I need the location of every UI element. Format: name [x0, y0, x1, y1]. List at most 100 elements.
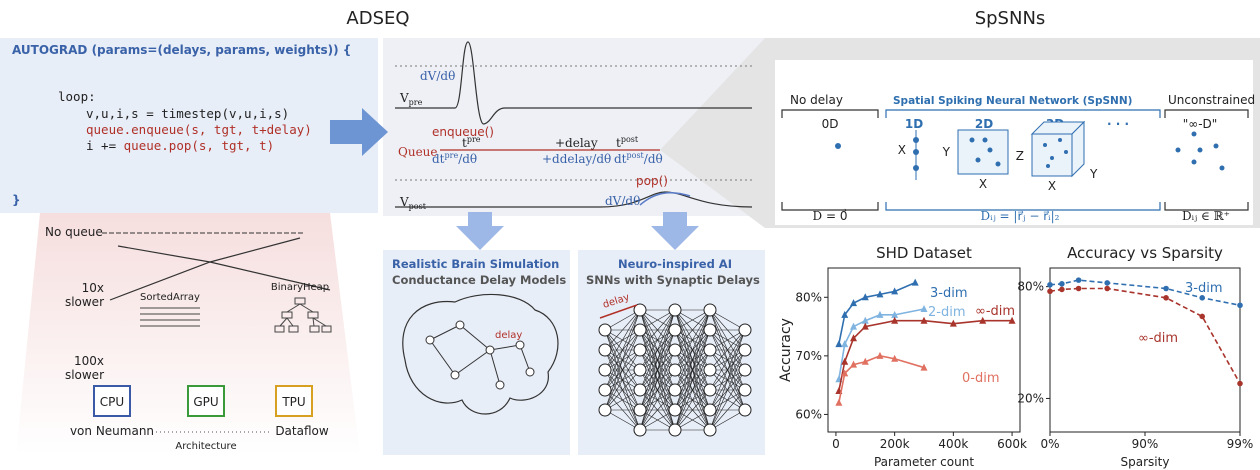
- data-point: [850, 334, 858, 342]
- dots-inf: [1175, 131, 1225, 171]
- axis-label: Y: [942, 145, 951, 159]
- synapse: [709, 409, 746, 431]
- x-tick-label: 0: [832, 437, 840, 451]
- box-2d: [957, 129, 1009, 175]
- data-point: [891, 354, 899, 362]
- label: No delay: [790, 93, 843, 107]
- label-base: V: [399, 195, 409, 209]
- synapse: [709, 369, 746, 431]
- box-3d: [1030, 120, 1086, 178]
- formula: Dᵢⱼ ∈ ℝ⁺: [1182, 209, 1230, 223]
- series-line: [838, 355, 925, 403]
- label: BinaryHeap: [271, 282, 329, 293]
- neuron: [633, 323, 647, 337]
- data-point: [1199, 313, 1205, 320]
- cpu-chip: [93, 385, 131, 417]
- neuron: [598, 403, 612, 417]
- data-point: [861, 316, 869, 324]
- synapse: [709, 349, 746, 431]
- plot-frame: [827, 267, 1021, 433]
- data-point: [850, 322, 858, 330]
- heap-icon: [274, 297, 332, 333]
- chart-title: Accuracy vs Sparsity: [1067, 244, 1223, 262]
- synapse: [674, 329, 711, 431]
- dim-label: 2D: [975, 117, 993, 131]
- neuron: [633, 303, 647, 317]
- data-point: [1059, 286, 1065, 293]
- data-point: [911, 278, 919, 286]
- synapse: [674, 309, 711, 351]
- data-point: [1104, 285, 1110, 292]
- data-point: [920, 363, 928, 371]
- y-tick-label: 60%: [795, 407, 822, 421]
- synapse: [604, 409, 641, 431]
- bracket: [1164, 109, 1249, 118]
- synapse: [639, 349, 676, 431]
- series-label: 3-dim: [1185, 281, 1223, 296]
- label: 100x: [74, 354, 104, 368]
- synapse: [604, 309, 641, 331]
- axis-label: Y: [1089, 167, 1098, 181]
- data-point: [891, 310, 899, 318]
- synapse: [639, 309, 676, 371]
- title: ADSEQ: [346, 8, 409, 29]
- brain-network: [425, 320, 535, 390]
- bracket: [1164, 202, 1249, 211]
- synapse: [604, 309, 641, 351]
- arrow: [456, 212, 504, 250]
- chip-label: TPU: [281, 395, 305, 409]
- data-point: [841, 340, 849, 348]
- series-label: 0-dim: [962, 371, 1000, 386]
- y-tick-label: 80%: [1017, 280, 1044, 294]
- dim-label: · · ·: [1107, 117, 1129, 131]
- label: dtpost/dθ: [614, 151, 663, 166]
- synapse: [709, 389, 746, 431]
- data-point: [1047, 288, 1053, 295]
- delay-label: delay: [495, 330, 522, 341]
- data-point: [861, 357, 869, 365]
- app-subtitle: Conductance Delay Models: [392, 273, 566, 287]
- data-point: [861, 322, 869, 330]
- data-point: [876, 290, 884, 298]
- bracket: [885, 202, 1161, 211]
- dots-2d: [969, 137, 1001, 167]
- code-line: queue.enqueue(s, tgt, t+delay): [86, 122, 312, 137]
- label: SortedArray: [140, 292, 200, 303]
- synapse: [604, 309, 641, 411]
- arrow: [651, 212, 699, 250]
- synapse: [604, 369, 641, 411]
- data-point: [841, 310, 849, 318]
- y-tick-label: 20%: [1017, 391, 1044, 405]
- synapse: [639, 309, 676, 351]
- neuron: [668, 363, 682, 377]
- data-point: [949, 319, 957, 327]
- x-axis-label: Sparsity: [1121, 455, 1170, 469]
- synapse: [709, 329, 746, 411]
- neural-net: [598, 303, 752, 437]
- neuron: [598, 343, 612, 357]
- axis-label: X: [1048, 179, 1056, 193]
- data-point: [920, 316, 928, 324]
- label-base: t: [616, 136, 621, 150]
- synapse: [639, 309, 676, 411]
- chip-label: CPU: [100, 395, 124, 409]
- data-point: [876, 351, 884, 359]
- neuron: [633, 363, 647, 377]
- arrow: [330, 108, 388, 156]
- app-subtitle: SNNs with Synaptic Delays: [586, 273, 760, 287]
- title: SpSNNs: [975, 8, 1046, 29]
- code-text: queue.pop(s, tgt, t): [124, 138, 275, 153]
- data-point: [835, 398, 843, 406]
- axis-label: Z: [1016, 149, 1024, 163]
- label-sup: pre: [467, 135, 481, 144]
- label: Vpre: [399, 91, 423, 107]
- hardware-panel: [16, 213, 360, 455]
- synapse: [639, 409, 676, 431]
- label: +ddelay/dθ: [542, 152, 611, 166]
- series-label: 2-dim: [928, 305, 966, 320]
- x-tick-label: 0%: [1040, 437, 1059, 451]
- label-sub: post: [409, 202, 427, 211]
- neuron: [738, 363, 752, 377]
- synapse: [709, 309, 746, 331]
